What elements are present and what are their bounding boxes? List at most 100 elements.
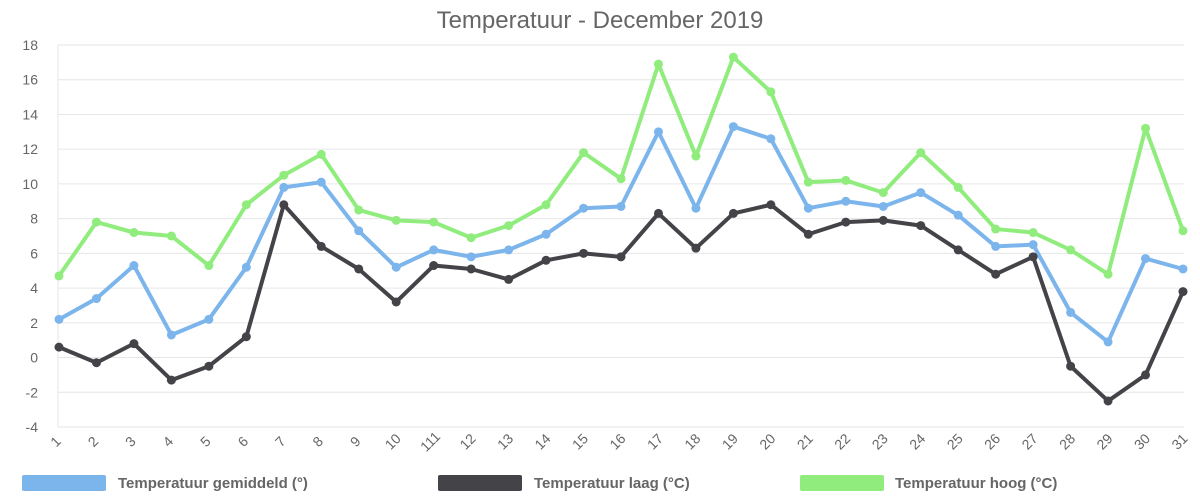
data-point[interactable]	[841, 175, 851, 185]
data-point[interactable]	[166, 330, 176, 340]
data-point[interactable]	[91, 217, 101, 227]
data-point[interactable]	[616, 174, 626, 184]
y-tick-label: -4	[26, 419, 39, 435]
data-point[interactable]	[653, 59, 663, 69]
data-point[interactable]	[1178, 264, 1188, 274]
legend-item-2[interactable]: Temperatuur hoog (°C)	[800, 475, 1057, 492]
chart-title: Temperatuur - December 2019	[437, 7, 764, 34]
data-point[interactable]	[354, 205, 364, 215]
data-point[interactable]	[953, 182, 963, 192]
data-point[interactable]	[653, 127, 663, 137]
data-point[interactable]	[841, 196, 851, 206]
data-point[interactable]	[916, 188, 926, 198]
data-point[interactable]	[429, 217, 439, 227]
data-point[interactable]	[466, 264, 476, 274]
data-point[interactable]	[354, 264, 364, 274]
data-point[interactable]	[316, 149, 326, 159]
data-point[interactable]	[953, 210, 963, 220]
data-point[interactable]	[204, 261, 214, 271]
data-point[interactable]	[579, 148, 589, 158]
data-point[interactable]	[653, 208, 663, 218]
data-point[interactable]	[691, 151, 701, 161]
data-point[interactable]	[279, 200, 289, 210]
data-point[interactable]	[541, 229, 551, 239]
x-tick-label: 22	[831, 430, 853, 452]
data-point[interactable]	[316, 241, 326, 251]
data-point[interactable]	[1066, 245, 1076, 255]
data-point[interactable]	[766, 134, 776, 144]
legend[interactable]: Temperatuur gemiddeld (°) Temperatuur laa…	[22, 475, 1057, 492]
data-point[interactable]	[1141, 254, 1151, 264]
data-point[interactable]	[991, 224, 1001, 234]
data-point[interactable]	[429, 245, 439, 255]
data-point[interactable]	[541, 200, 551, 210]
data-point[interactable]	[991, 241, 1001, 251]
data-point[interactable]	[279, 182, 289, 192]
data-point[interactable]	[728, 208, 738, 218]
data-point[interactable]	[391, 215, 401, 225]
data-point[interactable]	[1178, 226, 1188, 236]
data-point[interactable]	[166, 375, 176, 385]
data-point[interactable]	[54, 314, 64, 324]
data-point[interactable]	[991, 269, 1001, 279]
data-point[interactable]	[766, 200, 776, 210]
data-point[interactable]	[1028, 252, 1038, 262]
data-point[interactable]	[1066, 307, 1076, 317]
data-point[interactable]	[54, 342, 64, 352]
data-point[interactable]	[616, 252, 626, 262]
legend-item-1[interactable]: Temperatuur laag (°C)	[438, 475, 690, 492]
data-point[interactable]	[766, 87, 776, 97]
data-point[interactable]	[241, 332, 251, 342]
data-point[interactable]	[204, 361, 214, 371]
data-point[interactable]	[504, 245, 514, 255]
data-point[interactable]	[204, 314, 214, 324]
data-point[interactable]	[916, 221, 926, 231]
data-point[interactable]	[279, 170, 289, 180]
data-point[interactable]	[1066, 361, 1076, 371]
data-point[interactable]	[616, 201, 626, 211]
data-point[interactable]	[1103, 337, 1113, 347]
data-point[interactable]	[466, 252, 476, 262]
data-point[interactable]	[129, 228, 139, 238]
data-point[interactable]	[1141, 123, 1151, 133]
data-point[interactable]	[728, 122, 738, 132]
data-point[interactable]	[691, 243, 701, 253]
data-point[interactable]	[803, 177, 813, 187]
data-point[interactable]	[953, 245, 963, 255]
data-point[interactable]	[504, 221, 514, 231]
data-point[interactable]	[166, 231, 176, 241]
data-point[interactable]	[803, 229, 813, 239]
data-point[interactable]	[728, 52, 738, 62]
data-point[interactable]	[1028, 240, 1038, 250]
data-point[interactable]	[691, 203, 701, 213]
data-point[interactable]	[541, 255, 551, 265]
data-point[interactable]	[91, 358, 101, 368]
data-point[interactable]	[1103, 269, 1113, 279]
data-point[interactable]	[129, 261, 139, 271]
data-point[interactable]	[579, 203, 589, 213]
data-point[interactable]	[429, 261, 439, 271]
data-point[interactable]	[1103, 396, 1113, 406]
legend-item-0[interactable]: Temperatuur gemiddeld (°)	[22, 475, 308, 492]
data-point[interactable]	[391, 297, 401, 307]
data-point[interactable]	[1141, 370, 1151, 380]
data-point[interactable]	[54, 271, 64, 281]
data-point[interactable]	[391, 262, 401, 272]
data-point[interactable]	[354, 226, 364, 236]
data-point[interactable]	[91, 294, 101, 304]
data-point[interactable]	[579, 248, 589, 258]
data-point[interactable]	[1028, 228, 1038, 238]
data-point[interactable]	[916, 148, 926, 158]
data-point[interactable]	[878, 215, 888, 225]
data-point[interactable]	[878, 201, 888, 211]
data-point[interactable]	[466, 233, 476, 243]
data-point[interactable]	[241, 262, 251, 272]
data-point[interactable]	[316, 177, 326, 187]
data-point[interactable]	[241, 200, 251, 210]
data-point[interactable]	[878, 188, 888, 198]
data-point[interactable]	[841, 217, 851, 227]
data-point[interactable]	[504, 274, 514, 284]
data-point[interactable]	[803, 203, 813, 213]
data-point[interactable]	[1178, 287, 1188, 297]
data-point[interactable]	[129, 339, 139, 349]
